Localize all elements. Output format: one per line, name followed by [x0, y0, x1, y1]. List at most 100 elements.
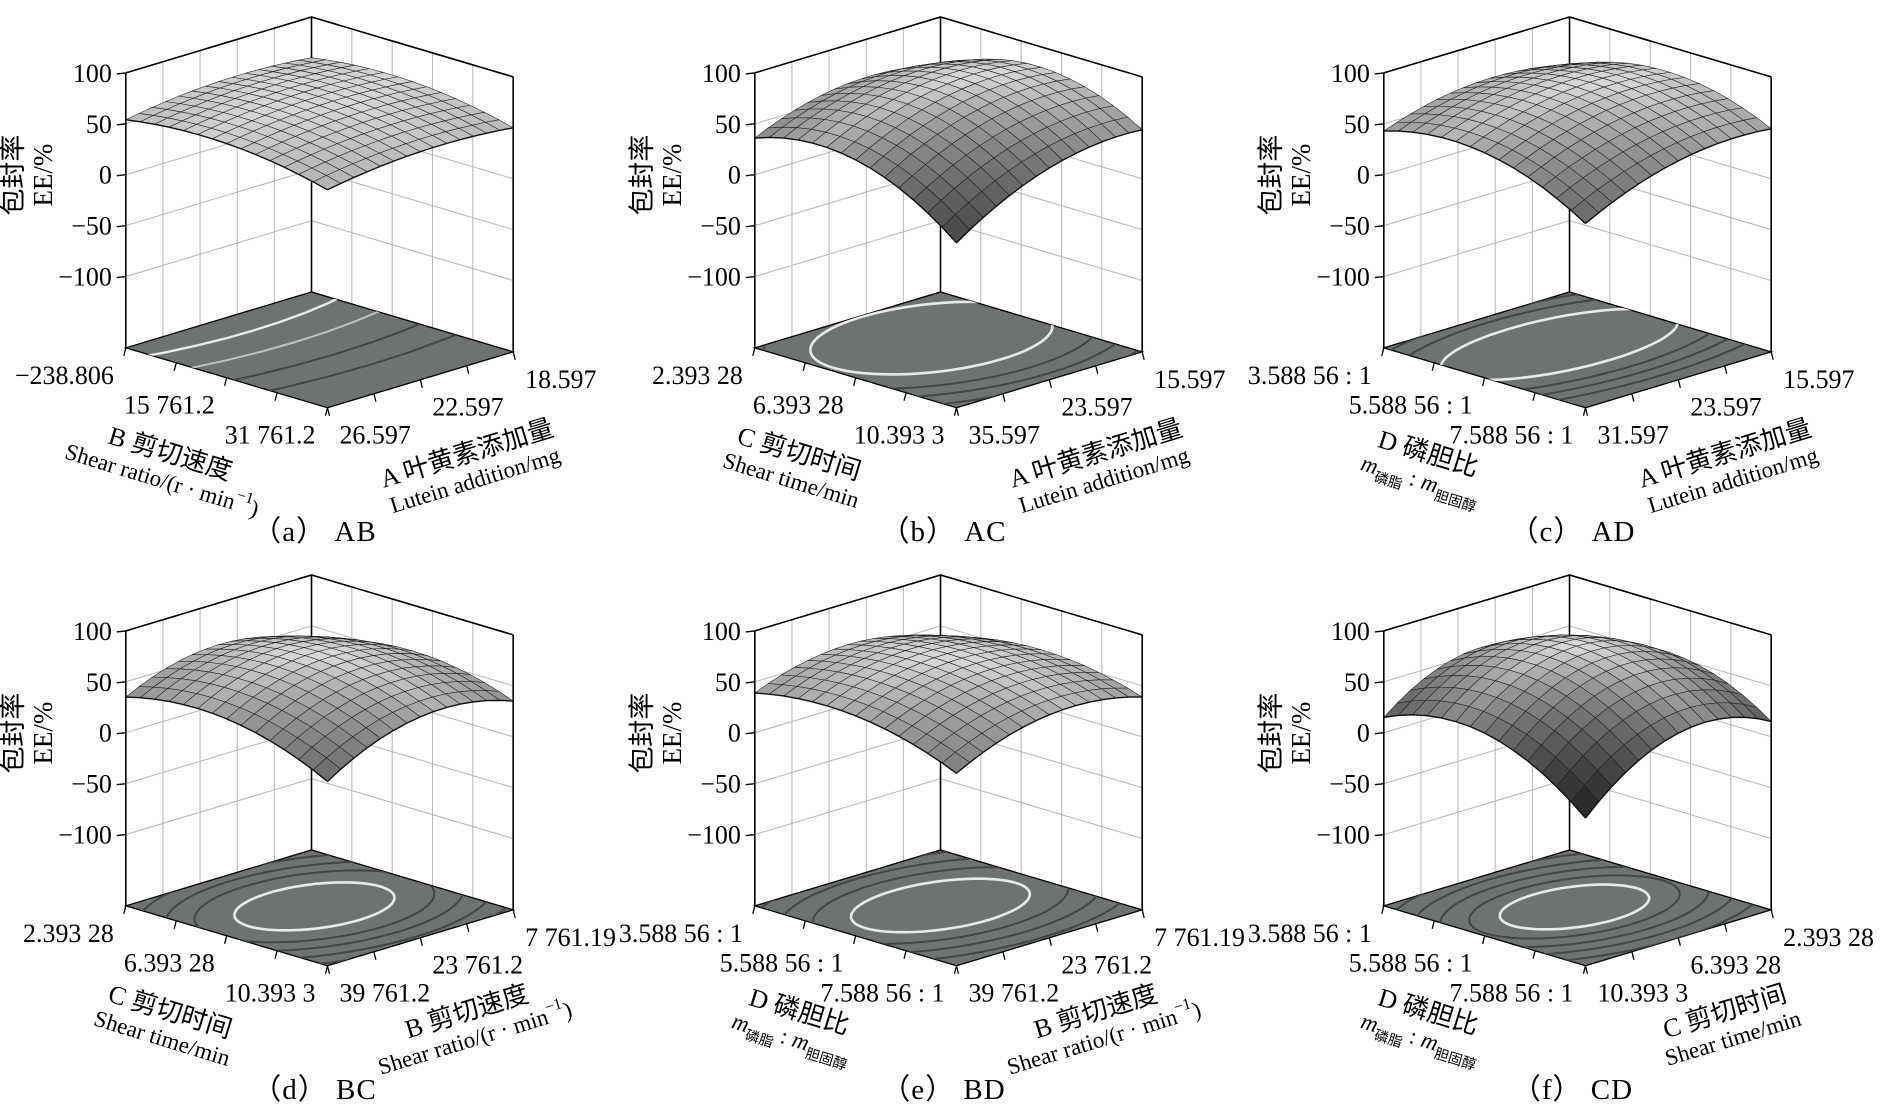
panel-d: 100 50 0 −50 −100 包封率 EE/% 2.393 28 6.393 28 10.3… [0, 558, 629, 1117]
right-axis-tick-label: 7 761.19 [1154, 923, 1245, 952]
z-axis-title-zh: 包封率 [0, 135, 28, 216]
right-axis-tick-label: 18.597 [525, 365, 596, 394]
z-tick-label: −50 [700, 770, 741, 799]
left-axis-tick-label: 31 761.2 [225, 421, 316, 450]
z-tick-label: 0 [99, 719, 112, 748]
z-tick-label: 100 [702, 59, 741, 88]
surface-mesh [754, 634, 1144, 774]
floor-axis-ticks: 3.588 56 : 15.588 56 : 17.588 56 : 1 7 76… [619, 905, 1245, 1008]
z-tick-label: −50 [1329, 212, 1370, 241]
contour-floor [123, 291, 516, 409]
z-tick-label: 0 [1357, 719, 1370, 748]
z-tick-label: 100 [702, 617, 741, 646]
right-axis-tick-label: 23 761.2 [432, 951, 523, 980]
panel-a: 100 50 0 −50 −100 包封率 EE/% −238.806 15 761.2 31 7… [0, 0, 629, 558]
surface-plot-d: 100 50 0 −50 −100 包封率 EE/% 2.393 28 6.393 28 10.3… [0, 574, 616, 1080]
z-tick-label: 50 [86, 668, 112, 697]
panel-c: 100 50 0 −50 −100 包封率 EE/% 3.588 56 : 1 5.588 56… [1248, 0, 1887, 558]
right-axis-tick-label: 10.393 3 [1597, 979, 1688, 1008]
surface-plot-f: 100 50 0 −50 −100 包封率 EE/% 3.588 56 : 15.588 56… [1248, 574, 1874, 1074]
left-axis-tick-label: 7.588 56 : 1 [821, 979, 945, 1008]
z-tick-label: −100 [1316, 821, 1370, 850]
panel-caption-b: （b） AC [880, 516, 1007, 548]
z-tick-label: 100 [1331, 59, 1370, 88]
right-axis-tick-label: 31.597 [1597, 421, 1668, 450]
z-tick-label: −50 [71, 212, 112, 241]
z-tick-label: 100 [73, 617, 112, 646]
panel-caption-f: （f） CD [1511, 1074, 1634, 1106]
left-axis-tick-label: 3.588 56 : 1 [619, 919, 743, 948]
left-axis-tick-label: 10.393 3 [854, 421, 945, 450]
z-tick-label: 0 [1357, 161, 1370, 190]
z-tick-label: −100 [687, 263, 741, 292]
left-axis-tick-label: 5.588 56 : 1 [1349, 949, 1473, 978]
left-axis-tick-label: 15 761.2 [124, 391, 215, 420]
z-tick-label: 50 [86, 110, 112, 139]
z-axis-title-zh: 包封率 [627, 693, 657, 774]
z-axis: 100 50 0 −50 −100 包封率 EE/% [1256, 617, 1384, 850]
panel-caption-d: （d） BC [252, 1074, 377, 1106]
surface-mesh [1383, 634, 1773, 819]
z-axis: 100 50 0 −50 −100 包封率 EE/% [627, 59, 755, 292]
panel-b: 100 50 0 −50 −100 包封率 EE/% 2.393 28 6.393 28 10.3… [627, 0, 1258, 558]
z-tick-label: 50 [715, 110, 741, 139]
right-axis-tick-label: 7 761.19 [525, 923, 616, 952]
z-tick-label: −50 [71, 770, 112, 799]
floor-axis-ticks: 3.588 56 : 15.588 56 : 17.588 56 : 1 15.5… [1248, 347, 1855, 450]
z-axis-title-en: EE/% [28, 702, 58, 765]
surface-mesh [125, 635, 515, 782]
z-tick-label: 50 [715, 668, 741, 697]
contour-floor [752, 849, 1145, 967]
floor-axis-ticks: 3.588 56 : 15.588 56 : 17.588 56 : 1 2.39… [1248, 905, 1874, 1008]
panel-f: 100 50 0 −50 −100 包封率 EE/% 3.588 56 : 1 5.588 56… [1248, 558, 1887, 1117]
left-axis-tick-label: 6.393 28 [124, 949, 215, 978]
z-axis-title-zh: 包封率 [1256, 135, 1286, 216]
z-tick-label: 50 [1344, 110, 1370, 139]
z-axis: 100 50 0 −50 −100 包封率 EE/% [0, 59, 126, 292]
left-axis-tick-label: 3.588 56 : 1 [1248, 919, 1372, 948]
right-axis-tick-label: 2.393 28 [1783, 923, 1874, 952]
floor-axis-ticks: 2.393 28 6.393 28 10.393 3 15.597 23.597 35.5… [652, 347, 1226, 450]
z-tick-label: 50 [1344, 668, 1370, 697]
z-tick-label: −100 [1316, 263, 1370, 292]
left-axis-tick-label: 7.588 56 : 1 [1450, 421, 1574, 450]
left-axis-tick-label: 7.588 56 : 1 [1450, 979, 1574, 1008]
z-axis: 100 50 0 −50 −100 包封率 EE/% [627, 617, 755, 850]
floor-axis-ticks: −238.806 15 761.2 31 761.2 18.597 22.597 26.5… [15, 347, 597, 450]
panel-caption-c: （c） AD [1509, 516, 1636, 548]
z-axis-title-en: EE/% [28, 144, 58, 207]
right-axis-tick-label: 15.597 [1783, 365, 1854, 394]
z-tick-label: −100 [58, 263, 112, 292]
z-axis-title-en: EE/% [1286, 702, 1316, 765]
z-axis-title-zh: 包封率 [627, 135, 657, 216]
surface-plot-b: 100 50 0 −50 −100 包封率 EE/% 2.393 28 6.393 28 10.3… [627, 16, 1226, 518]
z-axis: 100 50 0 −50 −100 包封率 EE/% [0, 617, 126, 850]
left-axis-tick-label: −238.806 [15, 361, 114, 390]
surface-plot-c: 100 50 0 −50 −100 包封率 EE/% 3.588 56 : 15.588 56… [1248, 16, 1855, 518]
z-tick-label: −100 [58, 821, 112, 850]
z-axis-title-zh: 包封率 [0, 693, 28, 774]
left-axis-tick-label: 2.393 28 [652, 361, 743, 390]
z-tick-label: 100 [73, 59, 112, 88]
right-axis-tick-label: 15.597 [1154, 365, 1225, 394]
right-axis-tick-label: 35.597 [968, 421, 1039, 450]
z-axis-title-en: EE/% [657, 144, 687, 207]
right-axis-tick-label: 23.597 [1690, 393, 1761, 422]
panel-e: 100 50 0 −50 −100 包封率 EE/% 3.588 56 : 1 5.588 56… [619, 558, 1258, 1117]
right-axis-tick-label: 23.597 [1061, 393, 1132, 422]
z-tick-label: 100 [1331, 617, 1370, 646]
panel-caption-e: （e） BD [881, 1074, 1006, 1106]
left-axis-tick-label: 6.393 28 [753, 391, 844, 420]
panel-caption-a: （a） AB [252, 516, 377, 548]
z-axis-title-en: EE/% [1286, 144, 1316, 207]
left-axis-tick-label: 2.393 28 [23, 919, 114, 948]
left-axis-tick-label: 3.588 56 : 1 [1248, 361, 1372, 390]
surface-mesh [753, 58, 1143, 244]
surface-mesh [1382, 61, 1772, 224]
right-axis-tick-label: 22.597 [432, 393, 503, 422]
z-tick-label: 0 [728, 161, 741, 190]
z-axis-title-en: EE/% [657, 702, 687, 765]
